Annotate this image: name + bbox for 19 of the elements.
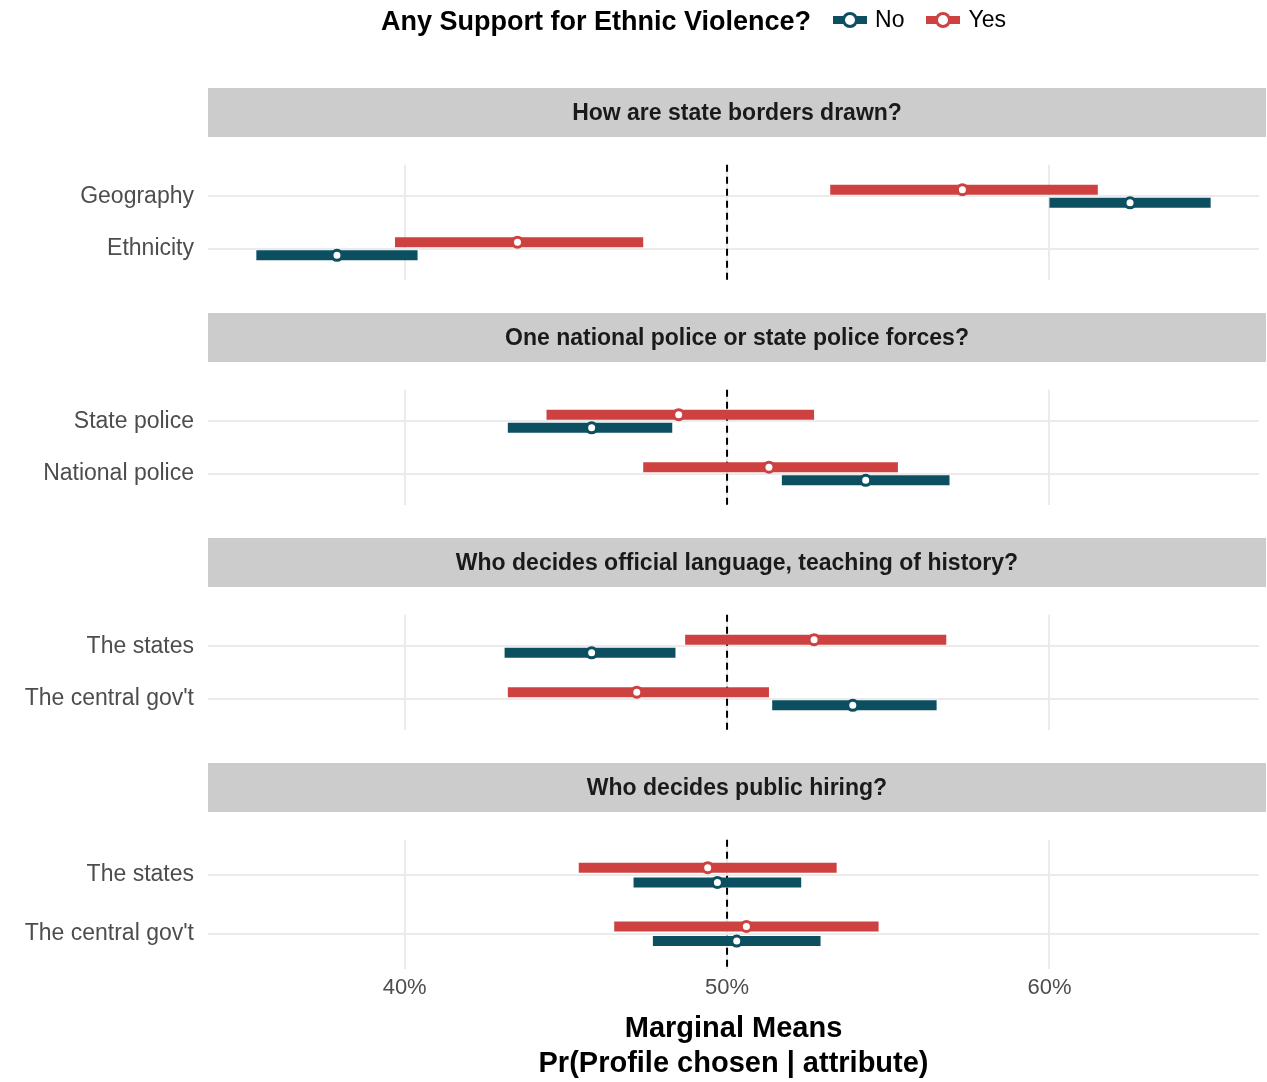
chart-title: One national police or state police forces? xyxy=(208,313,1266,362)
y-tick-label: National police xyxy=(43,459,194,486)
x-tick-label: 40% xyxy=(382,974,427,1000)
legend-label: No xyxy=(875,6,905,33)
y-tick-label: Geography xyxy=(80,181,195,208)
x-axis-title: Marginal Means Pr(Profile chosen | attribute) xyxy=(538,1010,929,1078)
chart-title: Who decides official language, teaching of history? xyxy=(208,538,1266,587)
chart-title: How are state borders drawn? xyxy=(208,88,1266,137)
chart-title: Who decides public hiring? xyxy=(208,763,1266,812)
x-tick-label: 60% xyxy=(1027,974,1072,1000)
y-tick-label: The states xyxy=(86,631,194,658)
legend-title: Any Support for Ethnic Violence? xyxy=(381,6,812,37)
y-tick-label: Ethnicity xyxy=(107,234,195,261)
y-tick-label: State police xyxy=(73,406,194,433)
y-tick-label: The central gov't xyxy=(24,919,195,946)
x-tick-label: 50% xyxy=(705,974,750,1000)
legend-label: Yes xyxy=(968,6,1006,33)
y-tick-label: The states xyxy=(86,860,194,887)
y-tick-label: The central gov't xyxy=(24,684,195,711)
